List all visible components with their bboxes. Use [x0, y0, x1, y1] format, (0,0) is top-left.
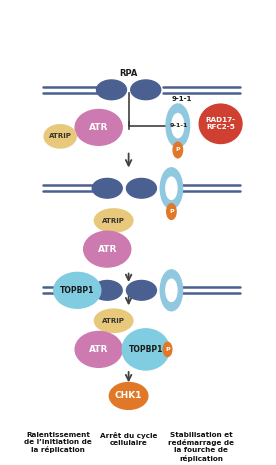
Ellipse shape	[75, 332, 122, 367]
Text: ATRIP: ATRIP	[102, 318, 125, 324]
Text: CHK1: CHK1	[115, 392, 142, 400]
Ellipse shape	[54, 272, 101, 308]
Ellipse shape	[94, 209, 133, 232]
Text: RAD17-
RFC2-5: RAD17- RFC2-5	[206, 117, 236, 130]
Circle shape	[167, 204, 176, 219]
Text: 9-1-1: 9-1-1	[170, 123, 188, 128]
Ellipse shape	[199, 104, 242, 144]
Ellipse shape	[109, 383, 148, 409]
Ellipse shape	[160, 270, 182, 311]
Text: ATRIP: ATRIP	[49, 133, 71, 140]
Ellipse shape	[75, 110, 122, 146]
Ellipse shape	[160, 168, 182, 209]
Circle shape	[173, 142, 182, 158]
Ellipse shape	[126, 280, 156, 300]
Ellipse shape	[97, 80, 126, 100]
Text: ATR: ATR	[89, 123, 108, 132]
Text: P: P	[176, 147, 180, 153]
Text: ATR: ATR	[97, 245, 117, 253]
Ellipse shape	[92, 179, 122, 198]
Ellipse shape	[84, 231, 131, 267]
Text: 9-1-1: 9-1-1	[172, 96, 192, 102]
Ellipse shape	[172, 113, 184, 138]
Text: ATRIP: ATRIP	[102, 218, 125, 224]
Text: ATR: ATR	[89, 345, 108, 354]
Ellipse shape	[92, 280, 122, 300]
Ellipse shape	[131, 80, 161, 100]
Text: Ralentissement
de l’initiation de
la réplication: Ralentissement de l’initiation de la rép…	[24, 432, 92, 453]
Ellipse shape	[166, 177, 177, 199]
Text: Arrêt du cycle
cellulaire: Arrêt du cycle cellulaire	[100, 432, 157, 446]
Ellipse shape	[166, 279, 177, 301]
Text: RPA: RPA	[120, 69, 138, 78]
Text: Stabilisation et
redémarrage de
la fourche de
réplication: Stabilisation et redémarrage de la fourc…	[168, 432, 234, 461]
Ellipse shape	[44, 125, 76, 148]
Text: P: P	[165, 347, 170, 352]
Ellipse shape	[122, 329, 169, 370]
Text: TOPBP1: TOPBP1	[129, 345, 163, 354]
Ellipse shape	[126, 179, 156, 198]
Ellipse shape	[166, 104, 190, 147]
Circle shape	[163, 342, 172, 357]
Text: TOPBP1: TOPBP1	[60, 286, 94, 295]
Text: P: P	[169, 209, 174, 214]
Ellipse shape	[94, 309, 133, 332]
